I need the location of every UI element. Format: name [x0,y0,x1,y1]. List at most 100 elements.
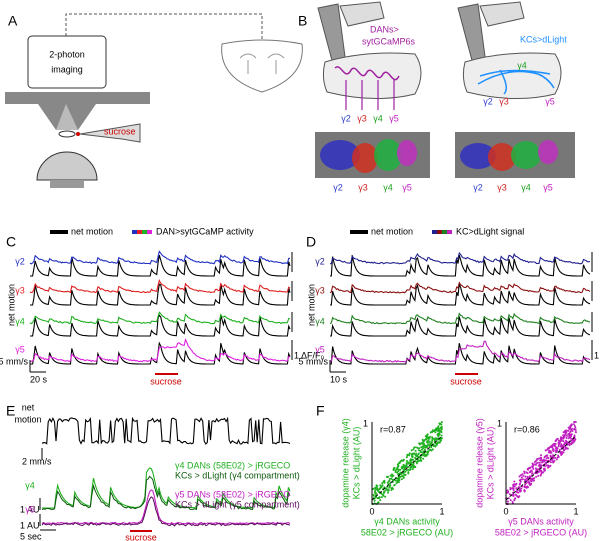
scatter-point [419,458,422,461]
scatter-point [573,423,575,426]
scatter-point [439,438,442,441]
scatter-point [386,481,389,484]
compartment-label: γ5 [389,113,399,123]
axis-label: net motion [6,284,16,326]
scatter-point [569,436,571,439]
scatter-point [540,454,542,457]
scatter-point [417,449,420,452]
scatter-point [520,478,523,481]
scatter-point [537,474,540,477]
scatter-point [434,431,437,434]
scatter-point [574,431,577,433]
scatter-point [552,461,555,464]
scatter-point [420,446,423,449]
scatter-point [564,430,567,433]
tick-label: 0 [503,506,508,516]
scatter-point [554,451,557,454]
signal-trace [41,489,291,525]
stat-label: r=0.86 [514,424,540,434]
scatter-point [529,479,532,482]
signal-trace [29,278,291,294]
axis-label: 58E02 > jRGECO (AU) [361,527,453,537]
scatter-point [536,461,539,464]
scatter-point [570,437,573,440]
scatter-point [531,472,533,475]
panel-label: F [316,403,325,419]
scatter-point [437,425,440,428]
scatter-point [418,456,421,459]
scatter-point [440,425,443,428]
scatter-point [411,468,414,471]
scatter-point [405,469,408,472]
scatter-point [568,434,571,437]
scatter-point [527,468,530,471]
scatter-point [404,473,407,476]
scatter-point [509,488,512,491]
scatter-point [531,463,534,466]
scatter-point [534,467,537,470]
scatter-point [552,457,555,460]
stimulus-label: sucrose [125,532,157,541]
scatter-point [431,437,434,440]
scatter-point [544,459,547,462]
scatter-point [431,431,434,433]
row-label: γ2 [15,256,25,266]
scatter-point [564,432,567,435]
scatter-point [393,483,396,486]
axis-label: KCs > dLight (AU) [351,427,361,500]
scatter-point [390,477,393,480]
scatter-point [557,454,560,457]
scatter-point [556,456,559,459]
compartment-label: γ2 [473,182,483,192]
scatter-point [555,448,558,451]
scatter-point [437,432,440,435]
scatter-point [528,482,531,485]
compartment-label: γ2 [333,182,343,192]
axis-label: net motion [306,284,316,326]
scatter-point [433,439,436,442]
scatter-point [546,464,549,467]
scatter-point [424,446,426,449]
scatter-point [379,499,382,502]
row-label: γ5 [15,344,25,354]
scatter-point [426,441,429,444]
scatter-point [543,469,546,472]
scatter-point [373,487,376,490]
ball [36,151,98,181]
construct-label: sytGCaMP6s [362,36,416,46]
needle [79,123,141,143]
axis-label: KCs > dLight (AU) [485,427,495,500]
compartment-label: γ4 [383,182,393,192]
scatter-point [397,465,400,468]
scatter-point [528,467,530,469]
scatter-point [570,433,573,436]
scatter-point [564,441,567,444]
scatter-point [402,458,405,461]
scatter-point [574,426,577,429]
microscope [27,35,107,89]
drop [76,132,80,136]
scatter-point [424,438,427,441]
scatter-point [400,475,403,478]
scatter-point [523,486,526,489]
scatter-point [531,465,534,468]
scatter-point [415,452,418,455]
scatter-point [563,443,565,446]
motion-trace [30,255,291,277]
scatter-point [523,472,526,475]
scatter-point [573,425,576,427]
scatter-point [388,480,391,482]
scatter-point [408,452,411,455]
scatter-point [430,449,433,452]
scatter-point [411,455,413,458]
scatter-point [434,445,437,448]
scatter-point [437,428,440,431]
scatter-point [515,482,518,485]
scatter-point [562,436,565,439]
scatter-point [533,461,536,463]
scatter-point [518,489,521,492]
scatter-point [426,453,429,456]
scatter-point [562,437,565,440]
scatter-point [424,455,426,457]
